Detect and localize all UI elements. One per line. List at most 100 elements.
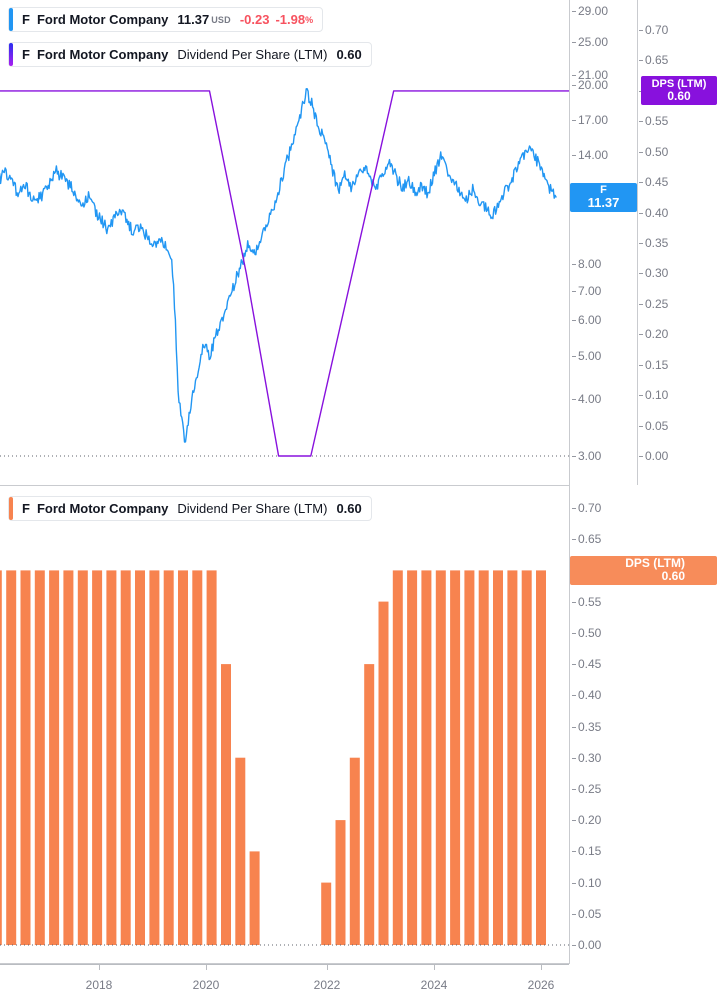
axis-tick-label: 14.00: [578, 148, 609, 162]
dps-bar[interactable]: [392, 570, 403, 945]
dps-pane-axis[interactable]: 0.700.650.600.550.500.450.400.350.300.25…: [570, 0, 626, 1005]
dps-bar[interactable]: [364, 664, 375, 945]
dps-bar[interactable]: [77, 570, 88, 945]
pane-divider[interactable]: [0, 485, 569, 486]
axis-tick-label: 0.65: [578, 532, 602, 547]
axis-tick-mark: [572, 664, 576, 666]
axis-tick-mark: [639, 303, 643, 305]
axis-tick-label: 0.00: [578, 938, 602, 952]
dps-overlay-value-badge[interactable]: DPS (LTM) 0.60: [641, 76, 717, 106]
time-axis-tick-mark: [99, 964, 100, 970]
dps-bar[interactable]: [106, 570, 117, 945]
axis-tick-label: 0.70: [645, 23, 669, 37]
dps-pane-value-badge[interactable]: DPS (LTM) 0.60: [570, 555, 717, 585]
legend-price[interactable]: F Ford Motor Company 11.37 USD -0.23 -1.…: [8, 7, 324, 32]
dps-bar[interactable]: [206, 570, 217, 945]
price-value-badge[interactable]: F 11.37: [570, 182, 637, 212]
time-axis-tick-mark: [327, 964, 328, 970]
dps-bar[interactable]: [493, 570, 503, 945]
dps-bar[interactable]: [163, 570, 174, 945]
dps-bar[interactable]: [536, 570, 546, 945]
legend-dps-overlay-color-swatch: [9, 43, 13, 66]
axis-tick-mark: [572, 757, 576, 759]
dps-bar[interactable]: [221, 664, 231, 945]
dps-bar-plot: [0, 570, 569, 964]
axis-tick-mark: [572, 456, 576, 457]
axis-tick-mark: [639, 334, 643, 336]
dps-bar[interactable]: [49, 570, 60, 945]
dps-bar[interactable]: [435, 570, 446, 945]
legend-price-currency: USD: [211, 14, 231, 25]
axis-tick-mark: [572, 851, 576, 853]
axis-tick-label: 0.10: [578, 875, 602, 890]
dps-bar[interactable]: [507, 570, 518, 945]
axis-tick-mark: [639, 60, 643, 62]
time-axis-tick-label: 2018: [85, 978, 113, 992]
axis-tick-mark: [572, 913, 576, 915]
dps-bar[interactable]: [6, 570, 17, 945]
dps-bar[interactable]: [120, 570, 131, 945]
dps-overlay-axis[interactable]: 0.70 0.65 0.60 0.55 0.50 0.45 0.40 0.35 0.30 0.25…: [637, 0, 717, 1005]
legend-price-ticker: F: [22, 12, 30, 27]
legend-dps-overlay[interactable]: F Ford Motor Company Dividend Per Share …: [8, 42, 372, 67]
axis-tick-label: 0.65: [645, 53, 669, 68]
price-badge-value: 11.37: [587, 195, 620, 210]
legend-dps-pane-company: Ford Motor Company: [36, 501, 169, 516]
dps-bar[interactable]: [478, 570, 489, 945]
dps-bar[interactable]: [34, 570, 45, 945]
axis-tick-label: 0.15: [645, 357, 669, 372]
dps-bar[interactable]: [464, 570, 475, 945]
axis-tick-label: 0.25: [645, 296, 669, 311]
time-axis-tick-label: 2020: [192, 978, 220, 992]
dps-overlay-line-series: [0, 90, 569, 457]
legend-price-pct-symbol: %: [305, 14, 314, 25]
axis-tick-mark: [639, 364, 643, 366]
legend-dps-overlay-ticker: F: [22, 47, 30, 62]
axis-tick-label: 0.20: [578, 813, 602, 828]
axis-tick-label: 3.00: [578, 449, 602, 463]
dps-bar[interactable]: [378, 601, 389, 945]
dps-bar[interactable]: [521, 570, 532, 945]
dps-bar[interactable]: [63, 570, 74, 945]
time-axis[interactable]: 2018 2020 2022 2024 2026: [0, 964, 569, 1005]
dps-bar[interactable]: [92, 570, 103, 945]
dps-bar[interactable]: [0, 570, 2, 945]
axis-tick-label: 8.00: [578, 257, 602, 271]
dps-pane[interactable]: [0, 486, 569, 964]
axis-tick-label: 0.45: [578, 657, 602, 672]
axis-tick-mark: [572, 11, 576, 12]
dps-pane-badge-label: DPS (LTM): [625, 556, 685, 571]
axis-tick-label: 0.40: [578, 688, 602, 703]
axis-tick-label: 0.30: [578, 750, 602, 765]
legend-dps-pane[interactable]: F Ford Motor Company Dividend Per Share …: [8, 496, 372, 521]
axis-tick-mark: [572, 264, 576, 265]
axis-tick-label: 0.45: [645, 175, 669, 190]
dps-bar[interactable]: [249, 851, 260, 945]
dps-bar[interactable]: [349, 757, 360, 945]
price-pane[interactable]: [0, 0, 569, 485]
axis-tick-label: 7.00: [578, 284, 602, 298]
dps-bar[interactable]: [335, 820, 346, 945]
dps-bar[interactable]: [407, 570, 418, 945]
axis-tick-mark: [639, 30, 643, 31]
axis-tick-mark: [572, 85, 576, 86]
dps-bar[interactable]: [321, 882, 332, 945]
legend-dps-overlay-study: Dividend Per Share (LTM): [177, 47, 328, 62]
dps-bar[interactable]: [20, 570, 31, 945]
axis-tick-mark: [572, 820, 576, 822]
dps-bar[interactable]: [192, 570, 203, 945]
dps-bar[interactable]: [421, 570, 432, 945]
dps-bar[interactable]: [178, 570, 188, 945]
price-axis[interactable]: 29.00 25.00 21.00 20.00 17.00 14.00 8.00 7.00 6.…: [570, 0, 626, 1005]
axis-tick-mark: [572, 155, 576, 156]
axis-tick-label: 0.50: [645, 144, 669, 159]
dps-bar-group: [0, 570, 546, 945]
dps-bar[interactable]: [149, 570, 160, 945]
axis-tick-mark: [639, 425, 643, 427]
dps-bar[interactable]: [450, 570, 461, 945]
dps-bar[interactable]: [135, 570, 145, 945]
dps-bar[interactable]: [235, 757, 246, 945]
axis-tick-label: 29.00: [578, 4, 609, 18]
axis-tick-mark: [572, 508, 576, 509]
legend-price-last: 11.37: [177, 12, 210, 27]
